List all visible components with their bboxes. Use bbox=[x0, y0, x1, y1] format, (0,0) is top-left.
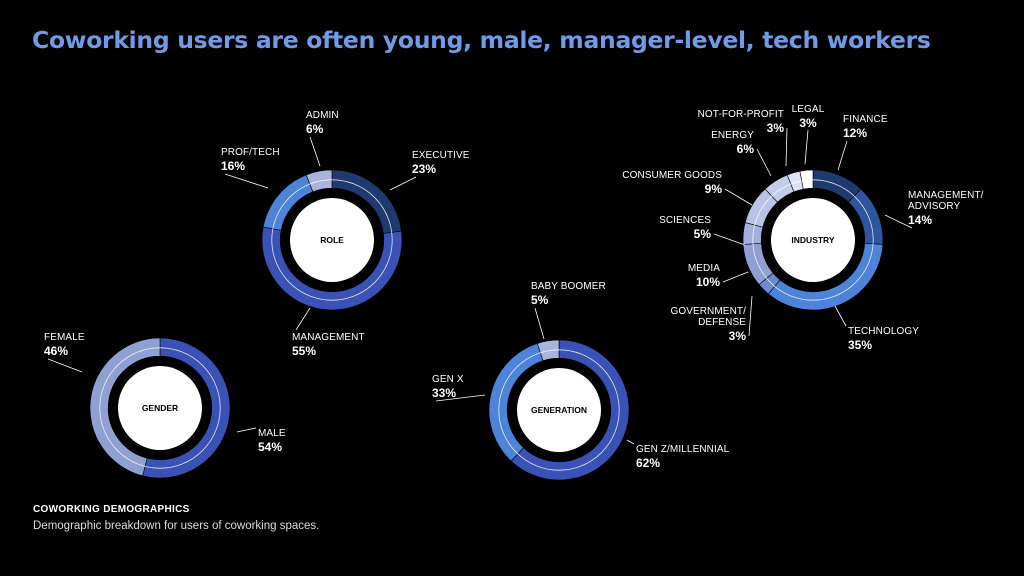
leader-line bbox=[626, 439, 635, 445]
value-female: 46% bbox=[44, 344, 68, 358]
label-finance: FINANCE bbox=[843, 114, 888, 125]
leader-line bbox=[748, 295, 753, 337]
label-media: MEDIA bbox=[688, 263, 720, 274]
label-male: MALE bbox=[258, 428, 286, 439]
center-disc bbox=[290, 198, 374, 282]
leader-line bbox=[236, 427, 257, 433]
page-title: Coworking users are often young, male, m… bbox=[32, 26, 931, 54]
label-female: FEMALE bbox=[44, 332, 85, 343]
value-prof-tech: 16% bbox=[221, 159, 245, 173]
label-prof-tech: PROF/TECH bbox=[221, 147, 280, 158]
leader-line bbox=[804, 129, 809, 165]
footer-subtitle: Demographic breakdown for users of cowor… bbox=[33, 520, 320, 532]
leader-line bbox=[724, 188, 753, 206]
value-executive: 23% bbox=[412, 162, 436, 176]
footer-title: COWORKING DEMOGRAPHICS bbox=[33, 504, 190, 515]
leader-line bbox=[224, 173, 269, 189]
value-energy: 6% bbox=[737, 142, 755, 156]
label-government-defense: DEFENSE bbox=[698, 317, 746, 328]
value-technology: 35% bbox=[848, 338, 872, 352]
guide-ring bbox=[752, 179, 874, 301]
center-label: ROLE bbox=[320, 235, 344, 245]
center-disc bbox=[517, 368, 601, 452]
label-not-for-profit: NOT-FOR-PROFIT bbox=[698, 109, 784, 120]
value-government-defense: 3% bbox=[729, 329, 747, 343]
value-media: 10% bbox=[696, 275, 720, 289]
label-management: MANAGEMENT bbox=[292, 332, 365, 343]
label-sciences: SCIENCES bbox=[659, 215, 711, 226]
leader-line bbox=[834, 305, 847, 327]
leader-line bbox=[713, 233, 746, 246]
value-management-advisory: 14% bbox=[908, 213, 932, 227]
value-male: 54% bbox=[258, 440, 282, 454]
center-label: GENERATION bbox=[531, 405, 587, 415]
label-management-advisory: ADVISORY bbox=[908, 201, 961, 212]
value-gen-z-millennial: 62% bbox=[636, 456, 660, 470]
guide-ring bbox=[498, 349, 620, 471]
value-admin: 6% bbox=[306, 122, 324, 136]
leader-line bbox=[884, 214, 913, 229]
leader-line bbox=[722, 271, 749, 283]
center-label: GENDER bbox=[142, 403, 178, 413]
value-sciences: 5% bbox=[694, 227, 712, 241]
guide-ring bbox=[271, 179, 393, 301]
leader-line bbox=[47, 358, 83, 373]
leader-line bbox=[837, 140, 848, 171]
label-gen-x: GEN X bbox=[432, 374, 464, 385]
label-executive: EXECUTIVE bbox=[412, 150, 470, 161]
label-government-defense: GOVERNMENT/ bbox=[670, 306, 746, 317]
center-disc bbox=[118, 366, 202, 450]
label-management-advisory: MANAGEMENT/ bbox=[908, 190, 984, 201]
guide-ring bbox=[99, 347, 221, 469]
value-gen-x: 33% bbox=[432, 386, 456, 400]
leader-line bbox=[435, 394, 486, 402]
leader-line bbox=[534, 307, 545, 340]
label-consumer-goods: CONSUMER GOODS bbox=[622, 170, 722, 181]
label-legal: LEGAL bbox=[792, 104, 825, 115]
label-energy: ENERGY bbox=[711, 130, 754, 141]
value-legal: 3% bbox=[799, 116, 817, 130]
value-finance: 12% bbox=[843, 126, 867, 140]
center-disc bbox=[771, 198, 855, 282]
label-baby-boomer: BABY BOOMER bbox=[531, 281, 606, 292]
leader-line bbox=[295, 307, 311, 331]
value-consumer-goods: 9% bbox=[705, 182, 723, 196]
center-label: INDUSTRY bbox=[791, 235, 834, 245]
label-technology: TECHNOLOGY bbox=[848, 326, 919, 337]
leader-line bbox=[756, 148, 772, 177]
label-admin: ADMIN bbox=[306, 110, 339, 121]
value-baby-boomer: 5% bbox=[531, 293, 549, 307]
value-not-for-profit: 3% bbox=[767, 121, 785, 135]
value-management: 55% bbox=[292, 344, 316, 358]
label-gen-z-millennial: GEN Z/MILLENNIAL bbox=[636, 444, 730, 455]
leader-line bbox=[309, 136, 321, 167]
leader-line bbox=[785, 127, 788, 167]
leader-line bbox=[389, 176, 417, 191]
